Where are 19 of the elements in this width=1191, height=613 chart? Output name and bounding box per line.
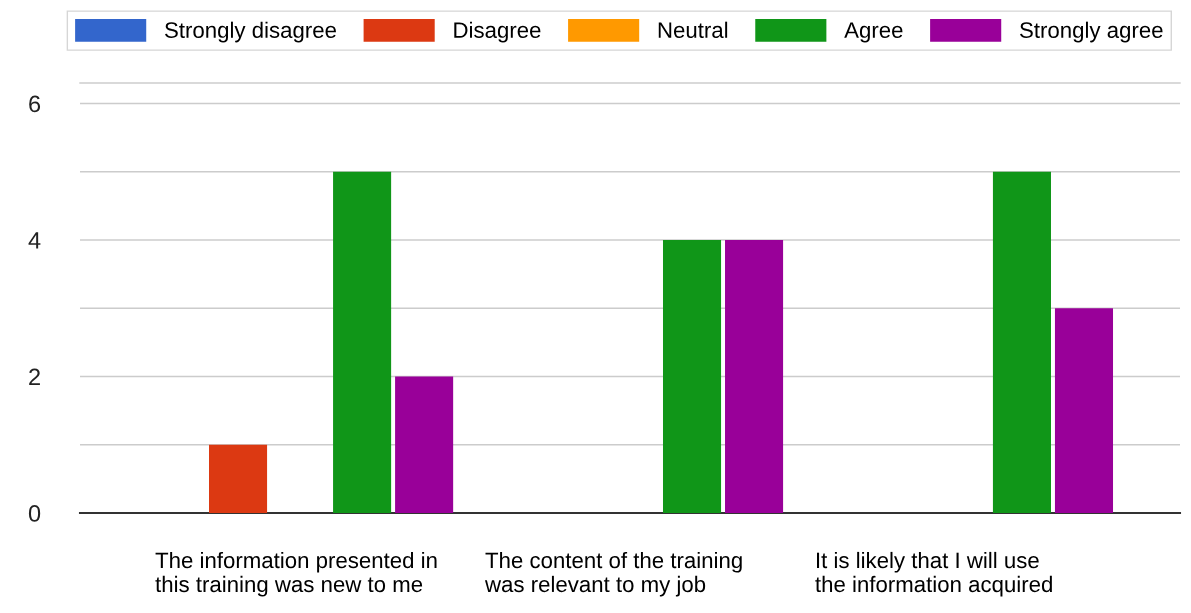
y-tick-label: 0 — [28, 505, 41, 522]
bar — [1054, 308, 1114, 513]
bar — [333, 171, 392, 513]
x-tick-label: It is likely that I will use the information acquired — [815, 551, 1052, 597]
bar — [992, 171, 1051, 513]
y-tick-label: 4 — [28, 232, 41, 249]
bar — [209, 444, 268, 513]
x-tick-label: The information presented in this training was new to me — [155, 551, 437, 597]
bar — [662, 239, 722, 513]
legend-label: Strongly disagree — [165, 21, 336, 43]
legend-label: Disagree — [454, 21, 541, 43]
legend-label: Agree — [844, 22, 903, 43]
bar — [725, 239, 784, 513]
x-tick-label: The content of the training was relevant to my job — [484, 551, 742, 597]
y-tick-label: 6 — [29, 95, 41, 113]
bar — [395, 376, 454, 513]
legend-label: Neutral — [658, 21, 728, 38]
legend-label: Strongly agree — [1020, 21, 1163, 43]
y-tick-label: 2 — [29, 368, 40, 386]
